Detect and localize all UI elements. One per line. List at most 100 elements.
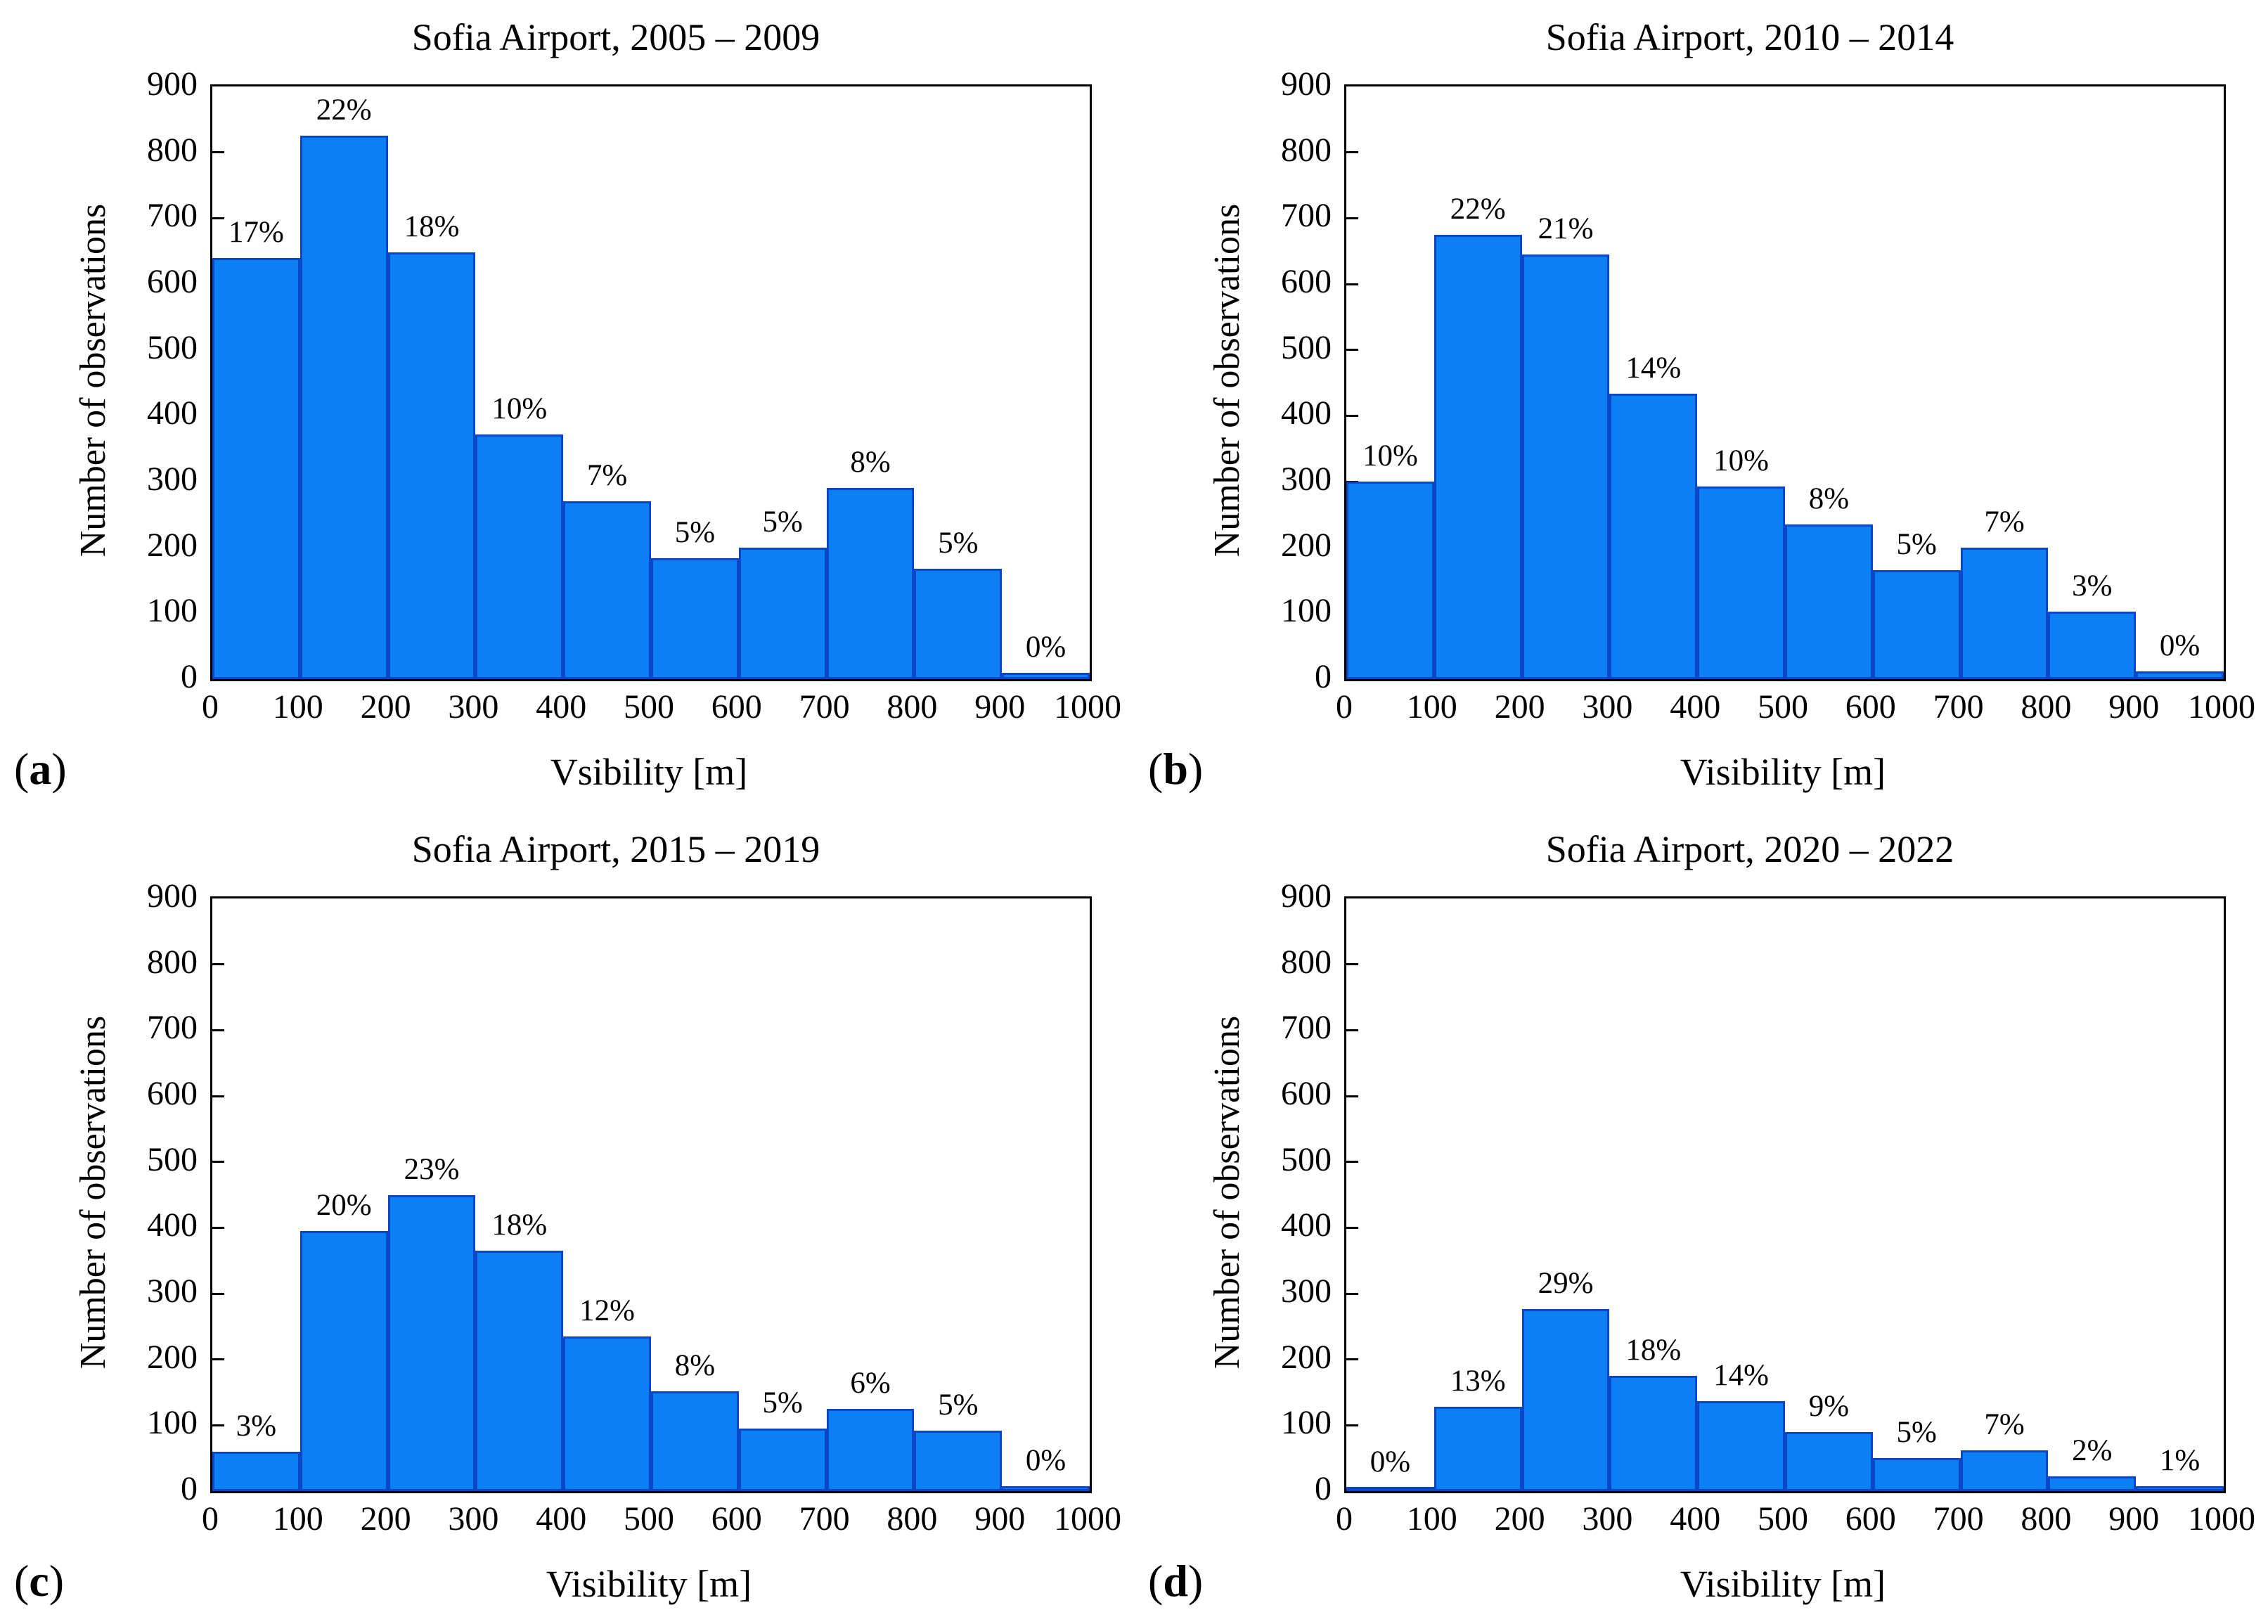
panel-letter-close-paren: ) [49,1556,65,1606]
x-tick-label: 900 [974,688,1026,726]
y-tick-label: 500 [147,328,198,366]
histogram-bar [563,1336,651,1491]
panel-letter: (c) [14,1550,64,1612]
x-tick-label: 400 [1670,1500,1721,1538]
bar-percent-label: 0% [1025,630,1067,664]
x-tick-label: 900 [2108,1500,2160,1538]
histogram-bar [1960,1450,2049,1491]
histogram-bar [1002,1486,1090,1491]
y-tick-label: 200 [1281,526,1332,564]
bar-percent-label: 23% [404,1152,460,1186]
y-tick-label: 700 [147,197,198,235]
histogram-bar [1521,1308,1610,1491]
histogram-bar [738,1429,827,1491]
panel-letter-open-paren: ( [1148,1556,1164,1606]
bar-percent-label: 5% [938,1388,979,1422]
bar-percent-label: 0% [1370,1445,1411,1479]
x-tick-label: 700 [799,1500,850,1538]
bar-percent-label: 5% [1896,1416,1937,1450]
chart-title: Sofia Airport, 2015 – 2019 [411,828,820,870]
x-axis-label: Visibility [m] [546,1563,752,1605]
x-tick-label: 300 [448,688,499,726]
histogram-bar [2136,671,2224,679]
y-axis-label: Number of observations [73,203,113,558]
plot-area: 10% 22% 21% 14% 10% 8% 5% 7% 3% 0% [1344,84,2226,681]
x-tick-label: 0 [202,1500,219,1538]
bar-percent-label: 8% [674,1348,716,1382]
y-tick-label: 400 [147,1206,198,1244]
chart-title: Sofia Airport, 2005 – 2009 [411,16,820,58]
y-tick-label: 300 [147,460,198,498]
plot-area: 0% 13% 29% 18% 14% 9% 5% 7% 2% 1% [1344,896,2226,1493]
y-tick-label: 0 [181,658,198,695]
y-tick-label: 100 [147,592,198,630]
bar-percent-label: 18% [491,1209,548,1242]
x-tick-label: 600 [711,688,762,726]
bar-percent-label: 21% [1538,212,1594,245]
y-tick-label: 0 [181,1470,198,1507]
histogram-bar [2048,611,2137,679]
bar-percent-label: 5% [762,505,803,539]
bar-percent-label: 10% [1362,439,1418,472]
y-tick-label: 200 [147,1338,198,1376]
y-tick-label: 800 [1281,943,1332,981]
bar-percent-label: 8% [850,446,891,479]
bar-percent-label: 10% [1713,444,1769,477]
panel-a: Sofia Airport, 2005 – 2009 Number of obs… [0,0,1134,812]
panel-letter: (d) [1148,1550,1203,1612]
y-tick-label: 600 [1281,263,1332,300]
histogram-bar [475,1251,564,1491]
histogram-bar [1002,672,1090,679]
panel-letter-char: c [29,1556,49,1606]
y-tick-mark [1346,1095,1358,1097]
histogram-bar [1346,1487,1434,1491]
y-tick-mark [212,1424,224,1426]
y-tick-mark [1346,1161,1358,1164]
panel-letter-close-paren: ) [51,744,67,794]
bar-percent-label: 7% [1984,505,2025,539]
x-tick-label: 800 [887,1500,938,1538]
bar-percent-label: 20% [316,1189,372,1223]
y-tick-label: 400 [1281,394,1332,432]
y-tick-label: 900 [147,877,198,915]
bar-percent-label: 7% [586,459,628,493]
bar-percent-label: 17% [228,215,284,249]
x-axis-label: Vsibility [m] [550,751,748,793]
histogram-bar [299,1231,388,1491]
panel-d: Sofia Airport, 2020 – 2022 Number of obs… [1134,812,2268,1624]
bar-percent-label: 18% [404,210,460,244]
y-tick-label: 700 [147,1009,198,1047]
bar-percent-label: 13% [1450,1365,1506,1398]
x-tick-label: 1000 [2188,1500,2255,1538]
x-tick-label: 500 [1758,688,1808,726]
y-tick-mark [1346,1029,1358,1031]
y-tick-mark [212,1161,224,1164]
bar-percent-label: 5% [938,526,979,560]
x-axis-label: Visibility [m] [1680,751,1886,793]
y-tick-mark [212,963,224,966]
bar-percent-label: 10% [491,392,548,425]
y-tick-mark [212,1292,224,1295]
histogram-bar [1609,1376,1698,1491]
histogram-bar [212,257,300,679]
panel-letter-close-paren: ) [1187,744,1204,794]
x-tick-label: 200 [360,688,411,726]
histogram-bar [299,136,388,679]
y-tick-label: 500 [147,1140,198,1178]
y-tick-label: 900 [1281,65,1332,103]
histogram-bar [651,1391,739,1491]
x-tick-label: 600 [1845,1500,1896,1538]
chart-title: Sofia Airport, 2020 – 2022 [1545,828,1954,870]
bar-percent-label: 0% [2159,629,2201,662]
y-tick-label: 600 [1281,1075,1332,1112]
histogram-bar [1872,1458,1961,1491]
x-tick-label: 200 [360,1500,411,1538]
x-tick-label: 900 [2108,688,2160,726]
x-tick-label: 600 [1845,688,1896,726]
y-tick-label: 200 [1281,1338,1332,1376]
x-tick-label: 400 [1670,688,1721,726]
histogram-bar [914,568,1003,679]
x-tick-label: 500 [1758,1500,1808,1538]
bar-percent-label: 5% [674,515,716,549]
x-tick-label: 0 [202,688,219,726]
